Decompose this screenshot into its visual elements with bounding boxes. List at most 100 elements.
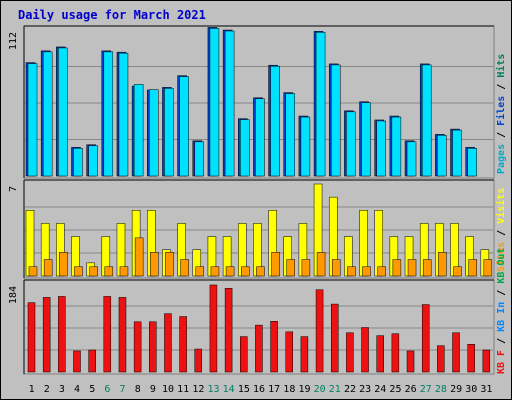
bar-kbf-day-10 [164, 313, 172, 373]
bar-kbf-day-29 [452, 332, 460, 373]
bar-kbf-day-12 [194, 348, 203, 373]
x-tick-label-day-7: 7 [120, 384, 126, 395]
bar-sites-day-8 [134, 237, 144, 277]
legend-separator: / [496, 126, 507, 144]
legend-item-kb-out: KB Out [496, 248, 507, 284]
bar-kbf-day-22 [346, 332, 354, 373]
x-tick-label-day-17: 17 [268, 384, 280, 395]
bar-sites-day-21 [331, 259, 341, 277]
bar-visits-day-24 [374, 210, 383, 277]
bar-files-day-27 [421, 64, 432, 177]
y-max-label-visits: 7 [8, 186, 19, 192]
x-tick-label-day-25: 25 [389, 384, 401, 395]
x-tick-label-day-31: 31 [480, 384, 492, 395]
x-tick-label-day-18: 18 [283, 384, 295, 395]
bar-files-day-19 [300, 116, 311, 177]
bar-sites-day-30 [468, 259, 477, 277]
bar-files-day-10 [164, 88, 174, 177]
bar-files-day-3 [58, 47, 68, 177]
legend-kb-panel: KB F / KB In / KB Out [496, 248, 507, 374]
bar-sites-day-12 [195, 266, 205, 277]
bar-sites-day-28 [438, 252, 447, 277]
bar-kbf-day-25 [391, 333, 400, 373]
bar-sites-day-25 [392, 259, 402, 277]
panel-visits: 7 [8, 179, 495, 279]
bar-sites-day-23 [362, 266, 371, 277]
bar-sites-day-6 [104, 266, 114, 277]
bar-sites-day-20 [316, 252, 326, 277]
x-tick-label-day-21: 21 [329, 384, 341, 395]
bar-kbf-day-30 [467, 344, 475, 373]
legend-item-kb-f: KB F [496, 350, 507, 374]
legend-hits-panel: Pages / Files / Hits [495, 54, 507, 174]
x-tick-label-day-14: 14 [223, 384, 235, 395]
x-tick-label-day-2: 2 [44, 384, 50, 395]
bar-sites-day-18 [286, 259, 295, 277]
bar-sites-day-26 [407, 259, 417, 277]
x-tick-label-day-10: 10 [162, 384, 174, 395]
legend-item-hits: Hits [495, 54, 507, 78]
bar-kbf-day-20 [315, 289, 324, 373]
bar-sites-day-5 [89, 266, 98, 277]
bar-sites-day-10 [165, 252, 174, 277]
bar-sites-day-19 [301, 259, 311, 277]
bar-files-day-4 [73, 148, 83, 177]
bar-kbf-day-5 [88, 349, 96, 373]
bar-kbf-day-31 [482, 349, 491, 373]
bar-kbf-day-28 [437, 345, 445, 373]
legend-separator: / [496, 78, 507, 96]
bar-sites-day-29 [453, 266, 462, 277]
bar-kbf-day-3 [58, 296, 66, 373]
bar-files-day-11 [179, 76, 189, 177]
bar-kbf-day-6 [103, 296, 112, 373]
bar-files-day-13 [209, 28, 220, 177]
bar-sites-day-24 [377, 266, 386, 277]
bar-files-day-28 [437, 135, 447, 177]
bar-files-day-30 [467, 148, 477, 177]
bar-sites-day-17 [271, 252, 280, 277]
bar-files-day-26 [406, 141, 417, 177]
bar-sites-day-3 [59, 252, 68, 277]
x-tick-label-day-3: 3 [59, 384, 65, 395]
y-max-label-kbytes: 184 [8, 286, 19, 304]
x-tick-label-day-5: 5 [89, 384, 95, 395]
bar-files-day-7 [118, 52, 129, 177]
bar-sites-day-15 [241, 266, 250, 277]
x-axis-day-labels: 1 2 3 4 5 6 7 8 9 10 11 12 13 14 15 16 17 18 19 20 21 22 23 24 2… [29, 384, 493, 395]
bar-sites-day-27 [422, 259, 432, 277]
legend-separator: / [496, 332, 507, 350]
bar-kbf-day-18 [285, 331, 293, 373]
legend-separator: / [496, 224, 507, 242]
bar-files-day-6 [103, 51, 114, 177]
x-tick-label-day-6: 6 [104, 384, 110, 395]
bar-files-day-23 [361, 102, 371, 177]
x-tick-label-day-15: 15 [238, 384, 250, 395]
x-tick-label-day-9: 9 [150, 384, 156, 395]
bar-sites-day-1 [28, 266, 38, 277]
x-tick-label-day-23: 23 [359, 384, 371, 395]
panel-hits: 112 [8, 25, 495, 179]
bar-kbf-day-27 [421, 304, 430, 373]
legend-item-pages: Pages [496, 144, 507, 174]
x-tick-label-day-28: 28 [435, 384, 447, 395]
x-tick-label-day-26: 26 [405, 384, 417, 395]
bar-kbf-day-17 [270, 321, 278, 373]
bar-files-day-20 [315, 32, 326, 177]
legend-item-sites: Sites [495, 242, 507, 272]
bar-kbf-day-19 [300, 336, 309, 373]
y-max-label-hits: 112 [8, 32, 19, 50]
bar-files-day-1 [27, 63, 38, 177]
legend-separator: / [496, 284, 507, 302]
bar-kbf-day-2 [42, 297, 51, 373]
bar-kbf-day-15 [240, 336, 248, 373]
x-tick-label-day-13: 13 [207, 384, 219, 395]
x-tick-label-day-8: 8 [135, 384, 141, 395]
bar-files-day-24 [376, 120, 386, 177]
bar-kbf-day-7 [118, 297, 127, 373]
bar-files-day-16 [255, 98, 265, 177]
bar-files-day-22 [346, 111, 356, 177]
bar-kbf-day-24 [376, 335, 384, 373]
bar-kbf-day-11 [179, 316, 187, 373]
